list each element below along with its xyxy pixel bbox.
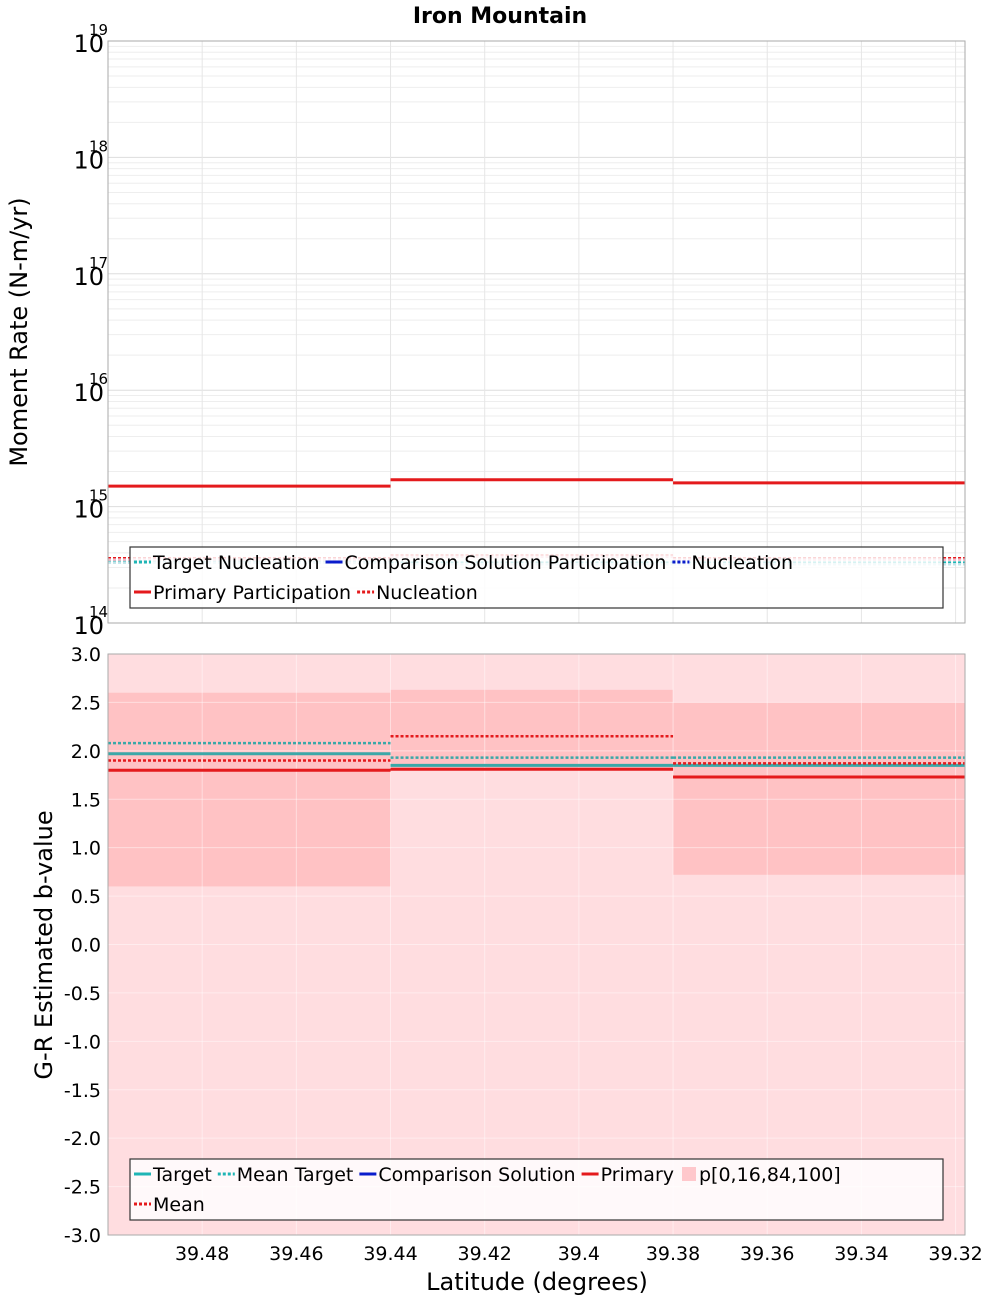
chart-title: Iron Mountain: [413, 4, 587, 29]
bottom-y-tick-label: -3.0: [64, 1225, 101, 1247]
top-y-tick-exponent: 18: [89, 137, 108, 155]
x-tick-label: 39.34: [834, 1243, 888, 1265]
top-y-tick-label: 10: [73, 263, 104, 291]
top-y-tick-exponent: 16: [89, 370, 108, 388]
x-tick-label: 39.4: [558, 1243, 600, 1265]
band-inner: [390, 689, 674, 769]
legend-box: [129, 546, 944, 609]
bottom-y-tick-label: 2.0: [71, 741, 101, 763]
legend-entry-label: Nucleation: [691, 552, 793, 574]
top-y-tick-exponent: 14: [89, 603, 108, 621]
top-y-axis-label: Moment Rate (N-m/yr): [5, 197, 33, 466]
bottom-y-tick-label: 2.5: [71, 692, 101, 714]
legend-entry-label: Target: [152, 1164, 212, 1186]
band-inner: [673, 702, 965, 875]
legend-entry-label: Comparison Solution Participation: [345, 552, 667, 574]
top-y-tick-label: 10: [73, 496, 104, 524]
legend-entry-label: Mean Target: [237, 1164, 354, 1186]
band-inner: [108, 692, 391, 887]
bottom-y-tick-label: 0.0: [71, 935, 101, 957]
top-y-tick-label: 10: [73, 379, 104, 407]
x-tick-label: 39.36: [740, 1243, 794, 1265]
x-tick-label: 39.32: [928, 1243, 982, 1265]
top-y-tick-exponent: 17: [89, 254, 108, 272]
top-y-tick-exponent: 19: [89, 21, 108, 39]
bottom-y-tick-label: -2.0: [64, 1128, 101, 1150]
x-axis-label: Latitude (degrees): [426, 1268, 648, 1296]
bottom-y-tick-label: -2.5: [64, 1177, 101, 1199]
bottom-y-tick-label: 3.0: [71, 644, 101, 666]
legend-swatch: [682, 1167, 696, 1181]
bottom-plot-frame: [107, 653, 966, 1236]
bottom-y-tick-label: 0.5: [71, 886, 101, 908]
top-y-tick-label: 10: [73, 30, 104, 58]
legend-box: [129, 1158, 944, 1221]
bottom-y-tick-label: -1.0: [64, 1031, 101, 1053]
x-tick-label: 39.42: [458, 1243, 512, 1265]
x-tick-label: 39.38: [646, 1243, 700, 1265]
top-plot-area: [108, 41, 965, 623]
bottom-y-tick-label: -0.5: [64, 983, 101, 1005]
x-tick-label: 39.44: [363, 1243, 417, 1265]
top-plot-frame: [107, 40, 966, 624]
x-tick-label: 39.48: [175, 1243, 229, 1265]
top-y-tick-label: 10: [73, 612, 104, 640]
legend-entry-label: Nucleation: [376, 582, 478, 604]
legend-entry-label: Target Nucleation: [152, 552, 320, 574]
bottom-y-tick-label: -1.5: [64, 1080, 101, 1102]
bottom-y-tick-label: 1.5: [71, 789, 101, 811]
legend-entry-label: Mean: [153, 1194, 205, 1216]
legend-entry-label: p[0,16,84,100]: [699, 1164, 841, 1186]
bottom-y-tick-label: 1.0: [71, 838, 101, 860]
top-y-tick-exponent: 15: [89, 487, 108, 505]
legend-entry-label: Primary: [601, 1164, 674, 1186]
bottom-y-axis-label: G-R Estimated b-value: [30, 810, 58, 1079]
legend-entry-label: Primary Participation: [153, 582, 351, 604]
legend-entry-label: Comparison Solution: [378, 1164, 575, 1186]
b-value-panel: -3.0 -2.5 -2.0 -1.5 -1.0 -0.5 0.0 0.5 1.0 1.5 2.0 2…: [30, 644, 983, 1296]
top-y-tick-label: 10: [73, 146, 104, 174]
x-tick-label: 39.46: [269, 1243, 323, 1265]
